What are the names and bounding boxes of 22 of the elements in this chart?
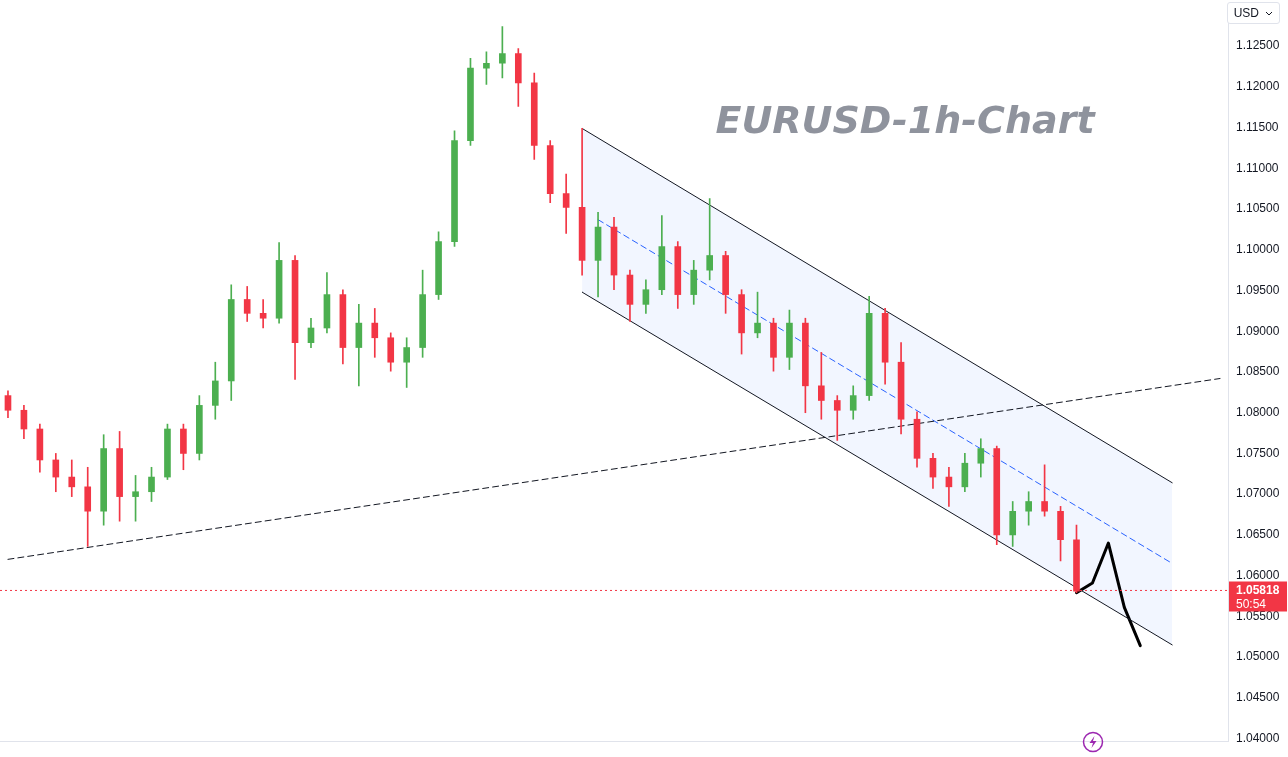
y-tick-label: 1.08000 bbox=[1236, 405, 1280, 420]
y-tick-label: 1.12000 bbox=[1236, 79, 1280, 94]
y-tick-label: 1.10500 bbox=[1236, 201, 1280, 216]
y-tick-label: 1.09500 bbox=[1236, 282, 1280, 297]
y-tick-label: 1.07000 bbox=[1236, 486, 1280, 501]
y-tick-label: 1.12500 bbox=[1236, 38, 1280, 53]
y-tick-label: 1.04000 bbox=[1236, 730, 1280, 745]
y-tick-label: 1.08500 bbox=[1236, 364, 1280, 379]
y-axis-title: USD bbox=[1233, 5, 1259, 22]
text: 50:54 bbox=[1236, 596, 1267, 611]
y-tick-label: 1.07500 bbox=[1236, 445, 1280, 460]
y-tick-label: 1.11500 bbox=[1236, 119, 1279, 134]
y-tick-label: 1.06000 bbox=[1236, 567, 1280, 582]
text: EURUSD-1h-Chart bbox=[715, 97, 1097, 142]
y-tick-label: 1.09000 bbox=[1236, 323, 1280, 338]
y-tick-label: 1.05500 bbox=[1236, 608, 1280, 623]
y-tick-label: 1.05000 bbox=[1236, 649, 1280, 664]
ref-line-label: 1.05818 bbox=[1236, 582, 1280, 597]
y-tick-label: 1.10000 bbox=[1236, 242, 1280, 257]
y-tick-label: 1.04500 bbox=[1236, 690, 1280, 705]
y-tick-label: 1.11000 bbox=[1236, 160, 1279, 175]
y-tick-label: 1.06500 bbox=[1236, 527, 1280, 542]
